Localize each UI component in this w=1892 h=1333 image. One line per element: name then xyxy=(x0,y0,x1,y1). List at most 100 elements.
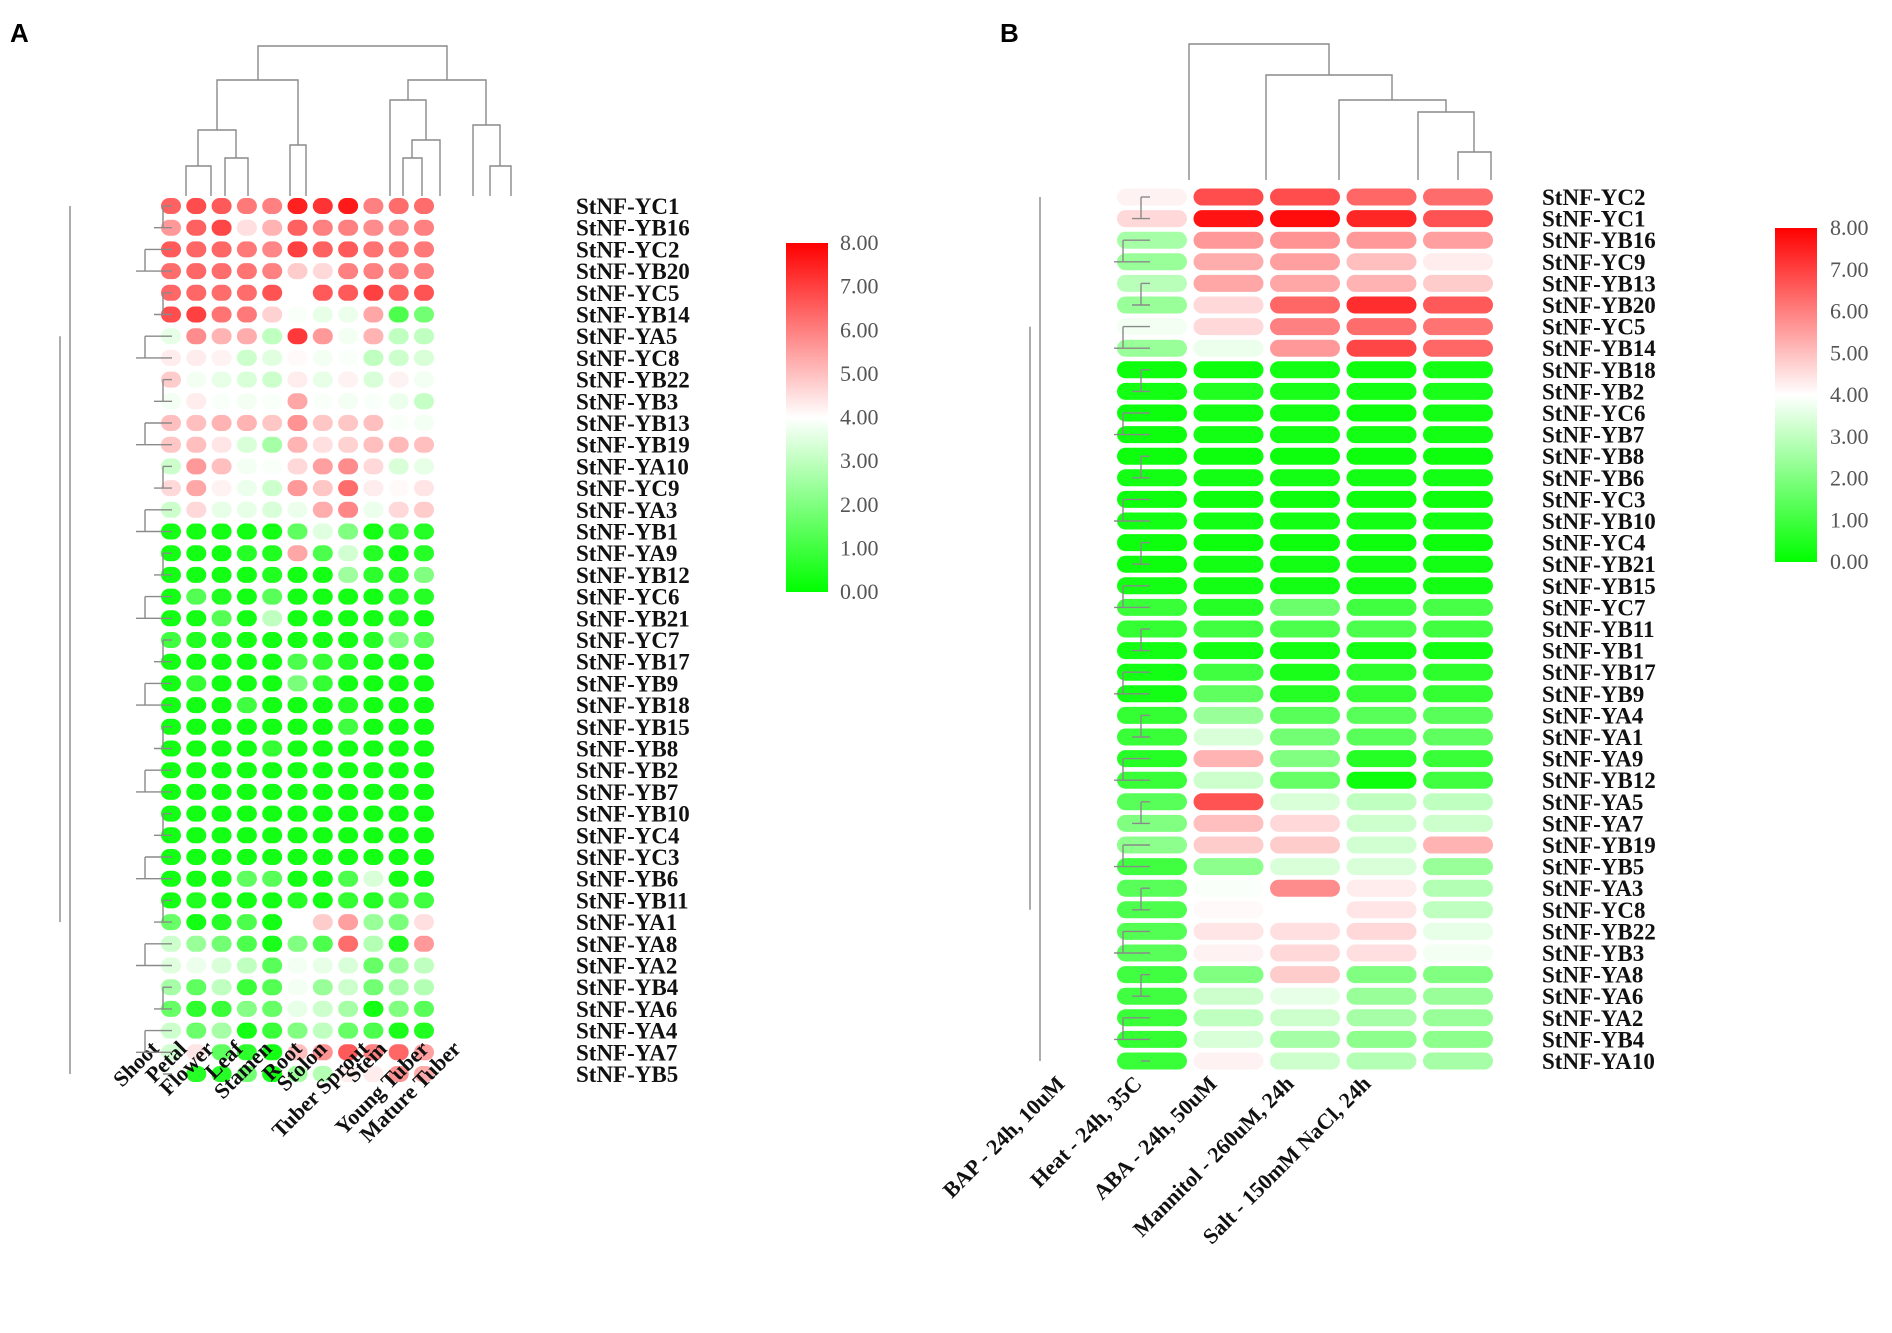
heatmap-cell xyxy=(1270,814,1340,832)
heatmap-cell xyxy=(312,545,333,562)
heatmap-cell xyxy=(287,371,308,388)
heatmap-cell xyxy=(186,198,207,214)
heatmap-cell xyxy=(236,436,257,453)
legend-tick-label: 6.00 xyxy=(1830,299,1869,324)
heatmap-cell xyxy=(186,935,207,952)
heatmap-cell xyxy=(312,783,333,800)
heatmap-cell xyxy=(1270,426,1340,444)
heatmap-cell xyxy=(388,1044,409,1061)
heatmap-cell xyxy=(1346,858,1417,876)
heatmap-cell xyxy=(236,805,257,822)
heatmap-cell xyxy=(414,198,434,214)
heatmap-cell xyxy=(388,436,409,453)
heatmap-cell xyxy=(287,349,308,366)
heatmap-cell xyxy=(312,653,333,670)
heatmap-cell xyxy=(363,349,384,366)
heatmap-cell xyxy=(338,914,359,931)
heatmap-cell xyxy=(236,718,257,735)
heatmap-cell xyxy=(1117,1030,1187,1048)
heatmap-cell xyxy=(1117,728,1187,746)
heatmap-cell xyxy=(1117,620,1187,638)
heatmap-cell xyxy=(236,892,257,909)
heatmap-cell xyxy=(312,306,333,323)
heatmap-cell xyxy=(1346,1009,1417,1027)
heatmap-cell xyxy=(287,610,308,627)
heatmap-cell xyxy=(388,783,409,800)
heatmap-cell xyxy=(236,957,257,974)
heatmap-cell xyxy=(186,436,207,453)
heatmap-cell xyxy=(186,458,207,475)
heatmap-cell xyxy=(1193,706,1264,724)
row-label: StNF-YB20 xyxy=(576,259,690,284)
heatmap-cell xyxy=(338,371,359,388)
heatmap-cell xyxy=(1193,490,1264,508)
heatmap-cell xyxy=(211,219,232,236)
heatmap-cell xyxy=(388,870,409,887)
heatmap-cell xyxy=(1270,1052,1340,1070)
heatmap-cell xyxy=(211,1066,232,1082)
row-label: StNF-YC3 xyxy=(1542,487,1646,512)
heatmap-cell xyxy=(1270,771,1340,789)
heatmap-cell xyxy=(388,675,409,692)
heatmap-cell xyxy=(236,328,257,345)
heatmap-cell xyxy=(363,436,384,453)
heatmap-cell xyxy=(262,284,283,301)
heatmap-cell xyxy=(1117,922,1187,940)
heatmap-cell xyxy=(388,241,409,258)
heatmap-cell xyxy=(363,957,384,974)
heatmap-cell xyxy=(363,827,384,844)
heatmap-cell xyxy=(262,415,283,431)
heatmap-cell xyxy=(1423,750,1493,768)
heatmap-cell xyxy=(186,870,207,887)
heatmap-cell xyxy=(1423,642,1493,660)
heatmap-cell xyxy=(211,393,232,410)
heatmap-cell xyxy=(1423,253,1493,271)
heatmap-cell xyxy=(1193,685,1264,703)
heatmap-cell xyxy=(388,697,409,714)
heatmap-cell xyxy=(236,523,257,540)
heatmap-cell xyxy=(1117,771,1187,789)
heatmap-cell xyxy=(1270,490,1340,508)
heatmap-cell xyxy=(312,892,333,909)
heatmap-cell xyxy=(236,1066,257,1082)
row-label: StNF-YA3 xyxy=(576,498,677,523)
row-label: StNF-YB13 xyxy=(576,411,690,436)
heatmap-cell xyxy=(1117,1009,1187,1027)
heatmap-cell xyxy=(1117,404,1187,422)
heatmap-cell xyxy=(363,371,384,388)
legend-tick-label: 7.00 xyxy=(1830,257,1869,282)
heatmap-cell xyxy=(1193,620,1264,638)
heatmap-cell xyxy=(262,957,283,974)
heatmap-cell xyxy=(1346,944,1417,962)
heatmap-cell xyxy=(262,306,283,323)
heatmap-cell xyxy=(186,805,207,822)
heatmap-cell xyxy=(236,219,257,236)
heatmap-cell xyxy=(1423,944,1493,962)
heatmap-cell xyxy=(211,328,232,345)
row-label: StNF-YC4 xyxy=(1542,531,1646,556)
heatmap-cell xyxy=(186,523,207,540)
heatmap-cell xyxy=(262,1022,283,1039)
heatmap-cell xyxy=(363,1000,384,1017)
heatmap-cell xyxy=(388,653,409,670)
row-label: StNF-YC6 xyxy=(1542,401,1646,426)
heatmap-cell xyxy=(363,566,384,583)
heatmap-cell xyxy=(1117,555,1187,573)
heatmap-cell xyxy=(236,545,257,562)
heatmap-cell xyxy=(312,610,333,627)
heatmap-cell xyxy=(1270,404,1340,422)
row-label: StNF-YA3 xyxy=(1542,876,1643,901)
heatmap-cell xyxy=(211,501,232,518)
heatmap-cell xyxy=(211,1000,232,1017)
row-label: StNF-YB2 xyxy=(576,758,678,783)
column-dendrogram-b xyxy=(1188,43,1492,180)
heatmap-cell xyxy=(338,458,359,475)
heatmap-cell xyxy=(338,762,359,779)
heatmap-cell xyxy=(1117,210,1187,228)
heatmap-cell xyxy=(262,545,283,562)
heatmap-cell xyxy=(1346,253,1417,271)
heatmap-cell xyxy=(1117,598,1187,616)
heatmap-cell xyxy=(388,632,409,648)
heatmap-cell xyxy=(262,436,283,453)
heatmap-cell xyxy=(338,957,359,974)
